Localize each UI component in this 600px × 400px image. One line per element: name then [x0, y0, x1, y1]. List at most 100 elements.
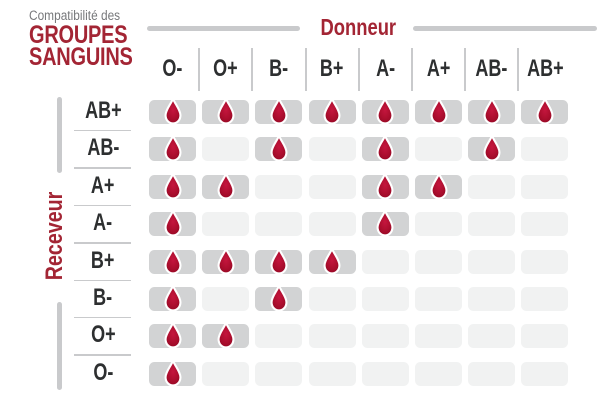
chart-title-line2: SANGUINS — [29, 43, 133, 71]
blood-drop-icon — [323, 97, 341, 125]
col-header-separator — [357, 48, 360, 91]
blood-drop-icon — [376, 134, 394, 162]
cell-b-minus-b-minus — [255, 284, 303, 312]
cell-a-plus-ab-plus — [521, 174, 569, 199]
col-header-o-plus: O+ — [213, 55, 238, 82]
cell-b-plus-b-minus — [255, 246, 303, 275]
cell-o-minus-ab-minus — [468, 361, 516, 386]
cell-o-plus-ab-plus — [521, 324, 569, 349]
donor-axis-label: Donneur — [320, 14, 396, 40]
col-header-separator — [198, 48, 201, 91]
blood-drop-icon — [164, 97, 181, 125]
receiver-axis-line-top — [57, 97, 62, 173]
row-header-separator — [74, 129, 131, 132]
blood-drop-icon — [164, 246, 181, 275]
cell-ab-minus-o-plus — [202, 137, 250, 162]
cell-b-minus-a-plus — [415, 287, 462, 311]
blood-drop-icon — [217, 246, 235, 275]
blood-drop-icon — [164, 209, 181, 237]
col-header-o-minus: O- — [162, 55, 183, 82]
blood-drop-icon — [217, 97, 235, 125]
blood-drop-icon — [270, 284, 288, 312]
blood-drop-icon — [270, 97, 288, 125]
chart-title-line1: GROUPES — [29, 21, 128, 49]
cell-o-plus-a-minus — [361, 324, 409, 349]
cell-a-minus-ab-plus — [521, 212, 569, 237]
cell-a-plus-o-minus — [149, 171, 196, 200]
blood-drop-icon — [217, 321, 235, 349]
row-header-separator — [74, 204, 131, 207]
cell-ab-plus-o-minus — [149, 97, 196, 125]
cell-b-minus-o-plus — [202, 287, 250, 311]
blood-drop-icon — [536, 97, 554, 125]
cell-b-minus-a-minus — [361, 287, 409, 311]
row-header-o-plus: O+ — [90, 321, 116, 349]
cell-a-minus-b-minus — [255, 212, 303, 237]
title-kicker-text: Compatibilité des — [29, 8, 121, 23]
title-kicker: Compatibilité des — [29, 8, 133, 23]
cell-a-minus-a-minus — [361, 209, 409, 237]
row-header-separator — [74, 354, 131, 356]
cell-a-plus-a-minus — [361, 171, 409, 200]
cell-o-plus-b-minus — [255, 324, 303, 349]
row-header-separator — [74, 316, 131, 319]
row-header-ab-minus: AB- — [87, 134, 119, 162]
row-header-separator — [74, 279, 131, 282]
blood-drop-icon — [483, 97, 501, 125]
blood-drop-icon — [270, 134, 288, 162]
receiver-axis-label: Receveur — [41, 191, 68, 281]
cell-ab-plus-a-plus — [415, 97, 462, 125]
blood-drop-icon — [164, 358, 181, 387]
cell-o-minus-b-minus — [255, 361, 303, 386]
cell-o-plus-b-plus — [308, 324, 356, 349]
col-header-ab-minus: AB- — [475, 55, 508, 82]
cell-ab-minus-a-plus — [415, 137, 462, 162]
row-header-ab-plus: AB+ — [84, 97, 122, 124]
cell-b-minus-ab-minus — [468, 287, 516, 311]
blood-drop-icon — [430, 97, 447, 125]
row-header-separator — [74, 167, 131, 169]
cell-a-minus-ab-minus — [468, 212, 516, 237]
cell-ab-minus-o-minus — [149, 134, 196, 162]
donor-axis-line-left — [147, 26, 300, 31]
cell-a-plus-b-minus — [255, 174, 303, 199]
blood-drop-icon — [164, 171, 181, 200]
cell-ab-plus-b-minus — [255, 97, 303, 125]
row-header-b-plus: B+ — [91, 246, 115, 274]
row-header-a-minus: A- — [93, 209, 113, 237]
cell-ab-minus-ab-plus — [521, 137, 569, 162]
cell-o-plus-o-minus — [149, 321, 196, 349]
cell-b-minus-b-plus — [308, 287, 356, 311]
cell-ab-plus-a-minus — [361, 97, 409, 125]
cell-b-plus-o-minus — [149, 246, 196, 275]
cell-b-minus-o-minus — [149, 284, 196, 312]
cell-b-plus-ab-minus — [468, 249, 516, 274]
cell-a-minus-b-plus — [308, 212, 356, 237]
cell-o-minus-b-plus — [308, 361, 356, 386]
cell-b-minus-ab-plus — [521, 287, 569, 311]
cell-b-plus-o-plus — [202, 246, 250, 275]
row-header-separator — [74, 242, 131, 244]
cell-a-plus-b-plus — [308, 174, 356, 199]
blood-drop-icon — [430, 171, 447, 200]
cell-o-minus-o-minus — [149, 358, 196, 387]
cell-a-minus-o-plus — [202, 212, 250, 237]
col-header-separator — [464, 48, 467, 91]
blood-drop-icon — [217, 171, 235, 200]
cell-o-plus-o-plus — [202, 321, 250, 349]
blood-drop-icon — [270, 246, 288, 275]
blood-drop-icon — [483, 134, 501, 162]
cell-o-minus-ab-plus — [521, 361, 569, 386]
col-header-a-plus: A+ — [426, 55, 451, 82]
blood-drop-icon — [376, 209, 394, 237]
cell-a-minus-o-minus — [149, 209, 196, 237]
col-header-a-minus: A- — [375, 55, 395, 82]
cell-o-plus-ab-minus — [468, 324, 516, 349]
cell-ab-plus-ab-minus — [468, 97, 516, 125]
col-header-separator — [251, 48, 254, 91]
cell-ab-minus-a-minus — [361, 134, 409, 162]
cell-a-minus-a-plus — [415, 212, 462, 237]
cell-ab-minus-b-minus — [255, 134, 303, 162]
cell-o-plus-a-plus — [415, 324, 462, 349]
